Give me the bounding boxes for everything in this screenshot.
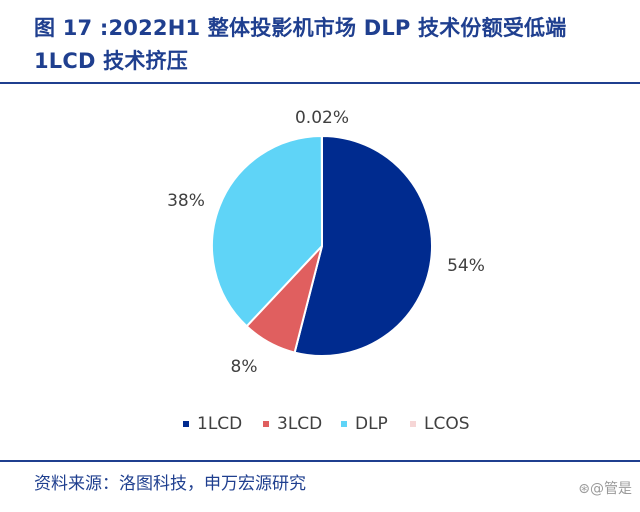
data-label-dlp: 38% xyxy=(167,191,205,211)
footer-divider xyxy=(0,460,640,462)
pie-data-labels: 54% 8% 38% 0.02% xyxy=(167,108,485,377)
pie-chart: 54% 8% 38% 0.02% 1LCD 3LCD DLP LCOS xyxy=(167,108,485,434)
data-label-lcos: 0.02% xyxy=(295,108,349,128)
watermark: ⊛@管是 xyxy=(578,481,632,497)
legend-item-lcos: LCOS xyxy=(410,414,470,434)
source-note: 资料来源：洛图科技，申万宏源研究 xyxy=(34,474,306,494)
legend-label-1lcd: 1LCD xyxy=(197,414,242,434)
legend-item-dlp: DLP xyxy=(341,414,388,434)
data-label-3lcd: 8% xyxy=(231,357,258,377)
legend-swatch-1lcd xyxy=(183,421,189,427)
pie-slice-dlp xyxy=(211,135,323,328)
legend-item-3lcd: 3LCD xyxy=(263,414,322,434)
chart-legend: 1LCD 3LCD DLP LCOS xyxy=(183,414,470,434)
header-divider xyxy=(0,82,640,84)
pie-slice-1lcd xyxy=(293,135,434,357)
legend-label-lcos: LCOS xyxy=(424,414,470,434)
legend-swatch-lcos xyxy=(410,421,416,427)
legend-label-3lcd: 3LCD xyxy=(277,414,322,434)
legend-swatch-dlp xyxy=(341,421,347,427)
legend-swatch-3lcd xyxy=(263,421,269,427)
legend-label-dlp: DLP xyxy=(355,414,388,434)
chart-title: 图 17 :2022H1 整体投影机市场 DLP 技术份额受低端 1LCD 技术… xyxy=(34,16,567,73)
pie-slices xyxy=(211,135,434,357)
data-label-1lcd: 54% xyxy=(447,256,485,276)
legend-item-1lcd: 1LCD xyxy=(183,414,242,434)
